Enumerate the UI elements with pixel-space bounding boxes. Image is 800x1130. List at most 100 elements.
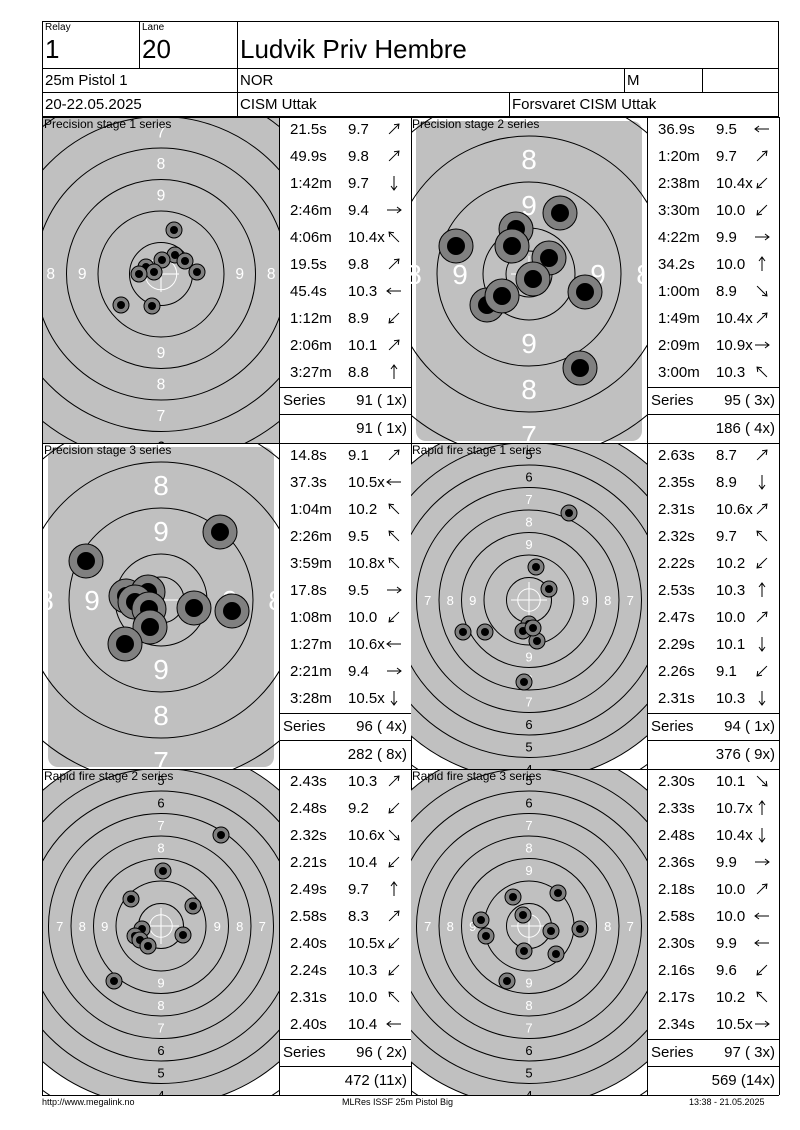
ring-number: 7 [525, 694, 532, 709]
shot-row: 3:28m 10.5x [280, 686, 411, 713]
shot-hit-center [141, 618, 159, 636]
target-diagram: 444455556666777788889999Rapid fire stage… [43, 769, 280, 1095]
shot-time: 3:00m [658, 364, 700, 381]
ring-number: 8 [157, 156, 166, 173]
ring-number: 7 [157, 818, 164, 833]
ring-number: 6 [525, 795, 532, 810]
ring-number: 9 [78, 266, 87, 283]
direction-arrow-icon [384, 256, 404, 272]
ring-number: 8 [604, 919, 611, 934]
shot-row: 2.40s 10.5x [280, 931, 411, 958]
target-ring [416, 487, 642, 713]
direction-arrow-icon [752, 773, 772, 789]
direction-arrow-icon [752, 528, 772, 544]
shot-time: 19.5s [290, 256, 327, 273]
ring-number: 5 [157, 1065, 164, 1080]
shot-value: 9.6 [716, 962, 737, 979]
shot-value: 9.2 [348, 800, 369, 817]
footer-url[interactable]: http://www.megalink.no [42, 1097, 135, 1107]
stage-panel: 444455556666777788889999Rapid fire stage… [411, 443, 780, 769]
dates-cell: 20-22.05.2025 [43, 93, 238, 117]
direction-arrow-icon [384, 800, 404, 816]
direction-arrow-icon [752, 202, 772, 218]
shot-time: 1:04m [290, 501, 332, 518]
shot-value: 9.7 [348, 175, 369, 192]
shot-hit-center [117, 301, 125, 309]
shot-value: 10.1 [716, 773, 746, 790]
direction-arrow-icon [752, 256, 772, 272]
shot-value: 10.6x [716, 501, 753, 518]
shot-time: 2.16s [658, 962, 695, 979]
direction-arrow-icon [384, 528, 404, 544]
shot-hit-center [554, 889, 562, 897]
shot-hit-center [170, 226, 178, 234]
ring-number: 8 [411, 259, 422, 290]
shot-row: 4:06m 10.4x [280, 225, 411, 252]
direction-arrow-icon [384, 202, 404, 218]
total-row: 186 ( 4x) [648, 415, 779, 443]
shot-row: 1:00m 8.9 [648, 279, 779, 306]
ring-number: 9 [525, 975, 532, 990]
shot-time: 49.9s [290, 148, 327, 165]
ring-number: 8 [43, 585, 54, 616]
shot-row: 1:49m 10.4x [648, 306, 779, 333]
nation: NOR [240, 72, 274, 89]
series-score: 96 ( 2x) [356, 1044, 407, 1061]
stage-title: Precision stage 1 series [44, 117, 172, 131]
shot-row: 2.34s 10.5x [648, 1012, 779, 1039]
shot-hit-center [520, 678, 528, 686]
cumulative-total: 282 ( 8x) [347, 746, 407, 763]
shot-hit-center [493, 287, 511, 305]
ring-number: 8 [636, 259, 648, 290]
ring-number: 9 [157, 975, 164, 990]
shot-value: 9.4 [348, 663, 369, 680]
shot-time: 2.22s [658, 555, 695, 572]
row-divider [42, 443, 779, 444]
shot-value: 9.1 [348, 447, 369, 464]
shot-value: 10.4x [716, 310, 753, 327]
shot-hit-center [547, 927, 555, 935]
ring-number: 7 [157, 124, 166, 141]
ring-number: 8 [525, 514, 532, 529]
relay-cell: Relay 1 [43, 22, 140, 69]
stage-panel: 999988887777Precision stage 2 series36.9… [411, 117, 780, 443]
ring-number: 9 [84, 585, 100, 616]
series-label: Series [283, 718, 326, 735]
target-ring [411, 135, 647, 413]
target-ring [43, 769, 279, 1084]
direction-arrow-icon [384, 175, 404, 191]
ring-number: 8 [236, 919, 243, 934]
shot-row: 2.58s 10.0 [648, 904, 779, 931]
ring-number: 9 [525, 537, 532, 552]
shot-value: 10.0 [716, 256, 746, 273]
cumulative-total: 472 (11x) [344, 1072, 407, 1089]
series-score: 95 ( 3x) [724, 392, 775, 409]
shot-row: 2.31s 10.6x [648, 497, 779, 524]
shot-row: 1:20m 9.7 [648, 144, 779, 171]
shot-value: 8.9 [716, 283, 737, 300]
shot-row: 2.36s 9.9 [648, 850, 779, 877]
direction-arrow-icon [384, 474, 404, 490]
shot-list: 2.30s 10.1 2.33s 10.7x 2.48s 10.4x 2.36s 9.9 2.1… [648, 769, 780, 1095]
target-svg: 444455556666777788889999 [43, 117, 279, 443]
shot-list: 2.63s 8.7 2.35s 8.9 2.31s 10.6x 2.32s 9.7 2.22s 1… [648, 443, 780, 769]
shot-row: 14.8s 9.1 [280, 443, 411, 470]
series-score: 91 ( 1x) [356, 392, 407, 409]
direction-arrow-icon [384, 854, 404, 870]
ring-number: 7 [424, 919, 431, 934]
ring-number: 7 [627, 593, 634, 608]
target-ring [115, 880, 207, 972]
ring-number: 8 [157, 376, 166, 393]
shot-hit-center [477, 916, 485, 924]
shot-time: 2:21m [290, 663, 332, 680]
shot-time: 34.2s [658, 256, 695, 273]
target-ring [411, 443, 647, 758]
shot-time: 2:46m [290, 202, 332, 219]
ring-number: 8 [153, 470, 169, 501]
ring-number: 9 [101, 919, 108, 934]
shot-row: 2.40s 10.4 [280, 1012, 411, 1039]
ring-number: 7 [525, 1020, 532, 1035]
direction-arrow-icon [752, 989, 772, 1005]
shot-value: 10.3 [716, 582, 746, 599]
ring-number: 5 [525, 739, 532, 754]
